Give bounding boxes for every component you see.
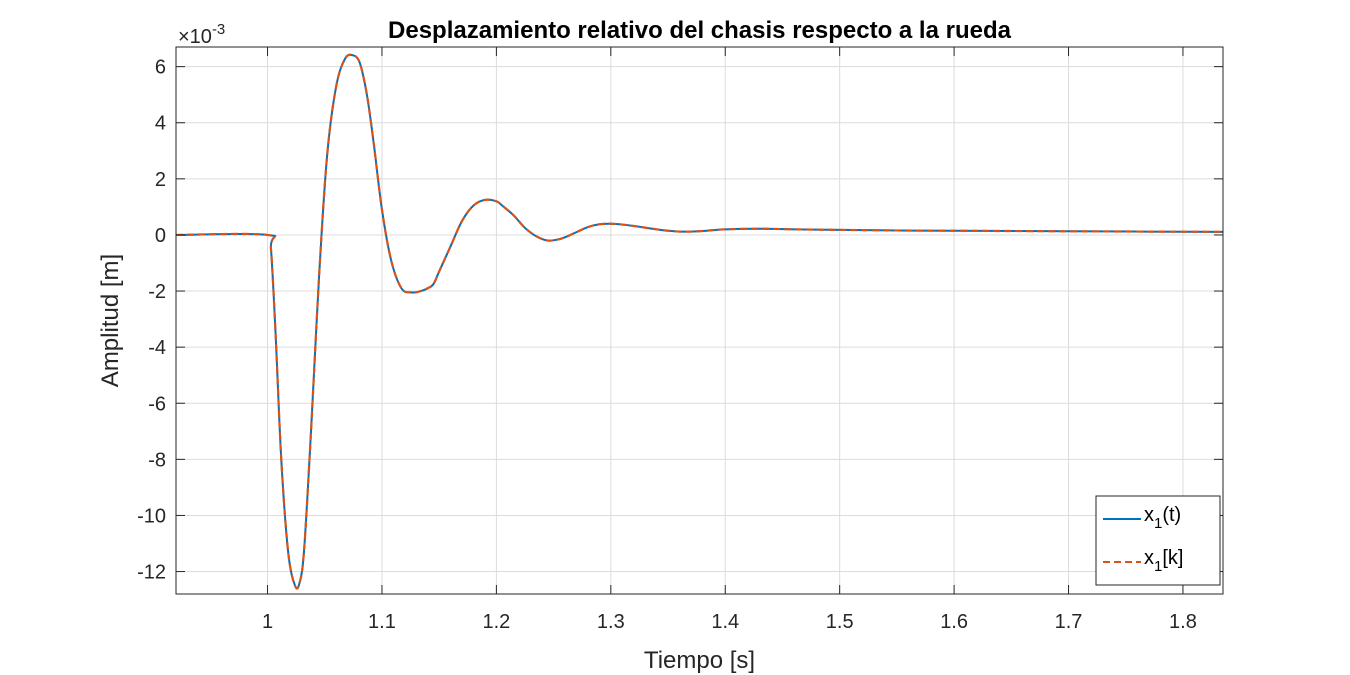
plot-area bbox=[176, 47, 1223, 594]
x-tick-label: 1.8 bbox=[1169, 611, 1197, 633]
x-tick-labels: 1 1.1 1.2 1.3 1.4 1.5 1.6 1.7 1.8 bbox=[262, 611, 1197, 633]
legend-box bbox=[1095, 495, 1221, 586]
y-exponent-base: ×10 bbox=[178, 26, 212, 48]
legend-series-2-subscript: 1 bbox=[1154, 558, 1162, 575]
y-exponent-power: -3 bbox=[212, 21, 225, 38]
legend-series-1-subscript: 1 bbox=[1154, 515, 1162, 532]
y-tick-label: -10 bbox=[137, 505, 166, 527]
y-axis-label: Amplitud [m] bbox=[97, 254, 124, 387]
y-tick-label: 2 bbox=[155, 169, 166, 191]
x-tick-label: 1.2 bbox=[482, 611, 510, 633]
axes-box bbox=[175, 46, 1224, 595]
legend[interactable]: x1(t) x1[k] bbox=[1095, 495, 1221, 586]
y-tick-label: -12 bbox=[137, 562, 166, 584]
x-axis-label: Tiempo [s] bbox=[644, 647, 755, 674]
legend-entry-series-1: x1(t) bbox=[1144, 504, 1181, 532]
y-tick-label: -4 bbox=[148, 337, 166, 359]
y-tick-labels: -12 -10 -8 -6 -4 -2 0 2 4 6 bbox=[137, 57, 166, 584]
grid-lines bbox=[176, 47, 1223, 594]
x-tick-label: 1.3 bbox=[597, 611, 625, 633]
y-tick-label: 4 bbox=[155, 113, 166, 135]
legend-series-1-suffix: (t) bbox=[1162, 504, 1181, 526]
legend-series-2-suffix: [k] bbox=[1162, 547, 1183, 569]
x-tick-label: 1.1 bbox=[368, 611, 396, 633]
chart-title: Desplazamiento relativo del chasis respe… bbox=[388, 17, 1012, 44]
legend-series-2-name: x bbox=[1144, 547, 1154, 569]
y-tick-label: -6 bbox=[148, 393, 166, 415]
x-tick-label: 1 bbox=[262, 611, 273, 633]
y-exponent-label: ×10-3 bbox=[178, 21, 225, 48]
x-tick-label: 1.5 bbox=[826, 611, 854, 633]
y-tick-label: -8 bbox=[148, 449, 166, 471]
legend-series-1-name: x bbox=[1144, 504, 1154, 526]
x-tick-label: 1.4 bbox=[711, 611, 739, 633]
y-tick-label: -2 bbox=[148, 281, 166, 303]
legend-entry-series-2: x1[k] bbox=[1144, 547, 1183, 575]
x-tick-label: 1.6 bbox=[940, 611, 968, 633]
x-tick-label: 1.7 bbox=[1055, 611, 1083, 633]
y-tick-label: 6 bbox=[155, 57, 166, 79]
y-tick-label: 0 bbox=[155, 225, 166, 247]
series-layer bbox=[176, 53, 1223, 590]
series-line-2 bbox=[176, 53, 1223, 590]
